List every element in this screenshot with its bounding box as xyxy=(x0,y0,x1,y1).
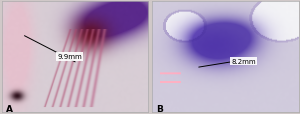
Text: 9.9mm: 9.9mm xyxy=(57,54,82,60)
Text: 8.2mm: 8.2mm xyxy=(231,58,256,64)
Text: A: A xyxy=(6,104,13,113)
Text: B: B xyxy=(157,104,164,113)
